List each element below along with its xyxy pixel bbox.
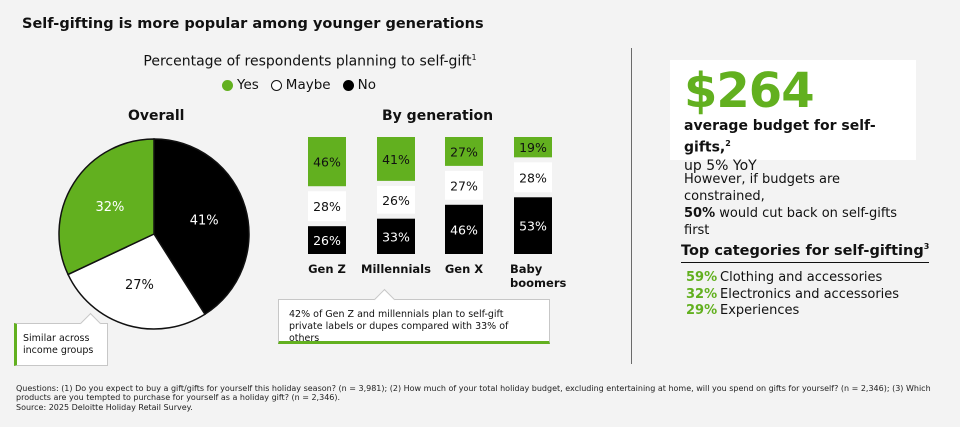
bar-no-0: [308, 226, 346, 254]
budget-card: $264 average budget for self-gifts,2 up …: [670, 60, 916, 174]
bar-no-1: [377, 218, 415, 254]
bar-maybe-2: [445, 170, 483, 200]
category-label-0: Gen Z: [308, 262, 346, 276]
budget-change: up 5% YoY: [684, 157, 757, 174]
pie-label-no: 41%: [190, 213, 219, 228]
bar-no-2: [445, 204, 483, 254]
category-item: 32% Electronics and accessories: [686, 286, 900, 302]
bar-no-3: [514, 197, 552, 254]
generation-stacked-bar-chart: 46% 28% 26% Gen Z 41% 26% 33% Millennials 27% 27%…: [308, 137, 566, 290]
no-swatch-icon: [342, 79, 354, 91]
bar-yes-2: [445, 137, 483, 166]
footnotes: Questions: (1) Do you expect to buy a gi…: [16, 384, 951, 412]
bar-maybe-1: [377, 185, 415, 214]
bar-label-maybe-0: 28%: [313, 199, 341, 214]
bar-label-yes-0: 46%: [313, 155, 341, 170]
pie-label-maybe: 27%: [125, 278, 154, 293]
footnote-ref: 1: [471, 53, 477, 62]
bar-label-maybe-1: 26%: [382, 193, 410, 208]
bar-label-yes-2: 27%: [450, 144, 478, 159]
bar-label-yes-1: 41%: [382, 152, 410, 167]
category-label-3: boomers: [510, 276, 566, 290]
bar-label-maybe-2: 27%: [450, 178, 478, 193]
top-categories-heading: Top categories for self-gifting3: [681, 242, 930, 263]
footnote-ref: 3: [923, 242, 930, 251]
private-labels-callout: 42% of Gen Z and millennials plan to sel…: [278, 299, 550, 344]
bar-maybe-3: [514, 162, 552, 193]
bar-yes-0: [308, 137, 346, 187]
constrained-pct: 50%: [684, 206, 716, 221]
chart-heading: Percentage of respondents planning to se…: [143, 53, 477, 70]
footnote-ref: 2: [725, 139, 731, 148]
page-title: Self-gifting is more popular among young…: [22, 16, 484, 32]
divider: [631, 48, 632, 364]
by-generation-heading: By generation: [382, 108, 494, 124]
bar-label-yes-3: 19%: [519, 140, 547, 155]
income-groups-callout: Similar across income groups: [14, 323, 108, 366]
bar-maybe-0: [308, 191, 346, 222]
category-label-2: Gen X: [445, 262, 483, 276]
overall-pie-chart: 41% 27% 32%: [58, 138, 250, 330]
bar-yes-3: [514, 137, 552, 158]
bar-label-no-0: 26%: [313, 233, 341, 248]
constrained-budget-text: However, if budgets are constrained, 50%…: [684, 172, 898, 238]
legend-item-yes: Yes: [222, 77, 259, 93]
budget-amount: $264: [684, 63, 815, 119]
category-item: 59% Clothing and accessories: [686, 270, 883, 285]
legend: Yes Maybe No: [222, 77, 376, 93]
bar-label-maybe-3: 28%: [519, 170, 547, 185]
bar-label-no-2: 46%: [450, 222, 478, 237]
bar-yes-1: [377, 137, 415, 181]
category-label-3: Baby: [510, 262, 543, 276]
yes-swatch-icon: [222, 79, 233, 91]
maybe-swatch-icon: [270, 79, 282, 91]
bar-label-no-1: 33%: [382, 229, 410, 244]
bar-label-no-3: 53%: [519, 219, 547, 234]
top-categories-list: 59% Clothing and accessories 32% Electroni…: [686, 270, 899, 320]
pie-slice-maybe: [67, 233, 206, 330]
footnote-source: Source: 2025 Deloitte Holiday Retail Sur…: [16, 402, 193, 412]
legend-item-maybe: Maybe: [270, 77, 331, 93]
category-label-1: Millennials: [361, 262, 431, 276]
pie-label-yes: 32%: [95, 200, 124, 215]
pie-slice-yes: [58, 138, 155, 276]
legend-item-no: No: [342, 77, 376, 93]
category-item: 29% Experiences: [686, 303, 800, 318]
footnote-questions: Questions: (1) Do you expect to buy a gi…: [16, 384, 931, 403]
overall-heading: Overall: [128, 108, 185, 124]
budget-label: average budget for self-gifts,2: [684, 118, 876, 156]
